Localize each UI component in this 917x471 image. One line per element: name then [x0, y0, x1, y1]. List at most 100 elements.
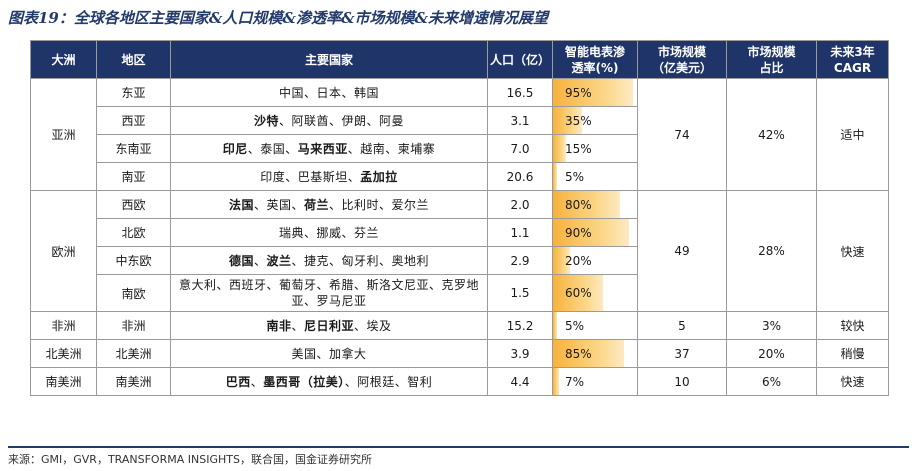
cagr-cell: 快速 — [816, 190, 889, 312]
header-countries: 主要国家 — [170, 40, 488, 79]
market-share-cell: 42% — [726, 78, 817, 191]
header-cagr-line1: 未来3年 — [830, 44, 875, 59]
country-text: 、 — [253, 254, 267, 268]
penetration-value: 60% — [565, 286, 592, 300]
penetration-cell: 80% — [552, 190, 638, 219]
cagr-cell: 快速 — [816, 367, 889, 396]
country-text: 、 — [250, 375, 264, 389]
population-cell: 4.4 — [487, 367, 553, 396]
region-cell: 中东欧 — [96, 246, 171, 275]
table-body: 亚洲 东亚 中国、日本、韩国 16.5 95% 74 42% 适中 西亚 沙特、阿联酋、伊朗、阿曼… — [30, 78, 889, 396]
market-share-cell: 20% — [726, 339, 817, 368]
population-cell: 2.9 — [487, 246, 553, 275]
penetration-bar — [553, 312, 558, 339]
region-cell: 北美洲 — [96, 339, 171, 368]
penetration-cell: 85% — [552, 339, 638, 368]
penetration-cell: 5% — [552, 311, 638, 340]
table-row: 北美洲 北美洲 美国、加拿大 3.9 85% 37 20% 稍慢 — [30, 339, 889, 368]
region-cell: 东南亚 — [96, 134, 171, 163]
penetration-bar — [553, 275, 604, 311]
continent-cell: 欧洲 — [30, 190, 97, 312]
penetration-cell: 15% — [552, 134, 638, 163]
figure-title: 图表19：全球各地区主要国家&人口规模&渗透率&市场规模&未来增速情况展望 — [8, 9, 549, 27]
penetration-bar — [553, 107, 583, 134]
country-text: 、阿联酋、伊朗、阿曼 — [279, 114, 405, 128]
countries-cell: 法国、英国、荷兰、比利时、爱尔兰 — [170, 190, 488, 219]
countries-cell: 德国、波兰、捷克、匈牙利、奥地利 — [170, 246, 488, 275]
penetration-cell: 90% — [552, 218, 638, 247]
country-highlight: 尼日利亚 — [304, 319, 355, 333]
penetration-value: 80% — [565, 197, 592, 212]
bottom-divider — [8, 446, 909, 448]
continent-cell: 非洲 — [30, 311, 97, 340]
table-row: 东南亚 印尼、泰国、马来西亚、越南、柬埔寨 7.0 15% — [31, 134, 889, 163]
cagr-cell: 稍慢 — [816, 339, 889, 368]
region-cell: 西亚 — [96, 106, 171, 135]
region-cell: 西欧 — [96, 190, 171, 219]
country-highlight: 孟加拉 — [360, 170, 398, 184]
penetration-cell: 35% — [552, 106, 638, 135]
header-population: 人口（亿） — [487, 40, 553, 79]
country-highlight: 印尼 — [222, 142, 248, 156]
market-size-cell: 37 — [637, 339, 727, 368]
region-cell: 东亚 — [96, 78, 171, 107]
penetration-cell: 60% — [552, 274, 638, 312]
country-text: 中国、日本、韩国 — [278, 86, 379, 100]
penetration-bar — [553, 191, 621, 218]
country-text: 、泰国、 — [247, 142, 298, 156]
penetration-bar — [553, 368, 559, 395]
population-cell: 2.0 — [487, 190, 553, 219]
header-cagr-line2: CAGR — [833, 60, 872, 75]
penetration-cell: 7% — [552, 367, 638, 396]
country-highlight: 马来西亚 — [297, 142, 348, 156]
countries-cell: 美国、加拿大 — [170, 339, 488, 368]
header-share-line2: 占比 — [759, 60, 784, 75]
population-cell: 20.6 — [487, 162, 553, 191]
cagr-cell: 适中 — [816, 78, 889, 191]
country-highlight: 墨西哥（拉美） — [263, 375, 345, 389]
country-text: 瑞典、挪威、芬兰 — [278, 226, 379, 240]
countries-cell: 意大利、西班牙、葡萄牙、希腊、斯洛文尼亚、克罗地亚、罗马尼亚 — [170, 274, 488, 312]
countries-cell: 中国、日本、韩国 — [170, 78, 488, 107]
country-text: 美国、加拿大 — [291, 347, 367, 361]
continent-cell: 南美洲 — [30, 367, 97, 396]
population-cell: 7.0 — [487, 134, 553, 163]
countries-cell: 沙特、阿联酋、伊朗、阿曼 — [170, 106, 488, 135]
continent-cell: 亚洲 — [30, 78, 97, 191]
countries-cell: 印尼、泰国、马来西亚、越南、柬埔寨 — [170, 134, 488, 163]
country-highlight: 荷兰 — [304, 198, 330, 212]
country-text: 、捷克、匈牙利、奥地利 — [291, 254, 430, 268]
table-row: 南亚 印度、巴基斯坦、孟加拉 20.6 5% — [31, 162, 889, 191]
cagr-cell: 较快 — [816, 311, 889, 340]
continent-cell: 北美洲 — [30, 339, 97, 368]
countries-cell: 印度、巴基斯坦、孟加拉 — [170, 162, 488, 191]
penetration-value: 85% — [565, 346, 592, 361]
penetration-value: 20% — [565, 253, 592, 268]
penetration-bar — [553, 135, 566, 162]
header-market-share: 市场规模 占比 — [726, 40, 817, 79]
table-row: 西亚 沙特、阿联酋、伊朗、阿曼 3.1 35% — [31, 106, 889, 135]
population-cell: 16.5 — [487, 78, 553, 107]
header-market-line2: （亿美元） — [651, 60, 712, 75]
country-text: 、越南、柬埔寨 — [347, 142, 436, 156]
penetration-bar — [553, 247, 570, 274]
population-cell: 3.1 — [487, 106, 553, 135]
country-text: 、阿根廷、智利 — [344, 375, 433, 389]
country-highlight: 法国 — [228, 198, 254, 212]
country-text: 印度、巴基斯坦、 — [260, 170, 361, 184]
penetration-bar — [553, 163, 558, 190]
country-highlight: 沙特 — [253, 114, 279, 128]
table-row: 南美洲 南美洲 巴西、墨西哥（拉美）、阿根廷、智利 4.4 7% 10 6% 快速 — [30, 367, 889, 396]
penetration-cell: 20% — [552, 246, 638, 275]
region-cell: 北欧 — [96, 218, 171, 247]
country-highlight: 巴西 — [225, 375, 251, 389]
table-row: 亚洲 东亚 中国、日本、韩国 16.5 95% 74 42% 适中 — [30, 78, 889, 191]
data-table: 大洲 地区 主要国家 人口（亿） 智能电表渗 透率(%) 市场规模 （亿美元） … — [30, 40, 889, 396]
countries-cell: 南非、尼日利亚、埃及 — [170, 311, 488, 340]
header-cagr: 未来3年 CAGR — [816, 40, 889, 79]
header-penetration-line2: 透率(%) — [571, 60, 619, 75]
header-row: 大洲 地区 主要国家 人口（亿） 智能电表渗 透率(%) 市场规模 （亿美元） … — [30, 40, 889, 79]
population-cell: 15.2 — [487, 311, 553, 340]
penetration-bar — [553, 79, 633, 106]
region-cell: 南美洲 — [96, 367, 171, 396]
